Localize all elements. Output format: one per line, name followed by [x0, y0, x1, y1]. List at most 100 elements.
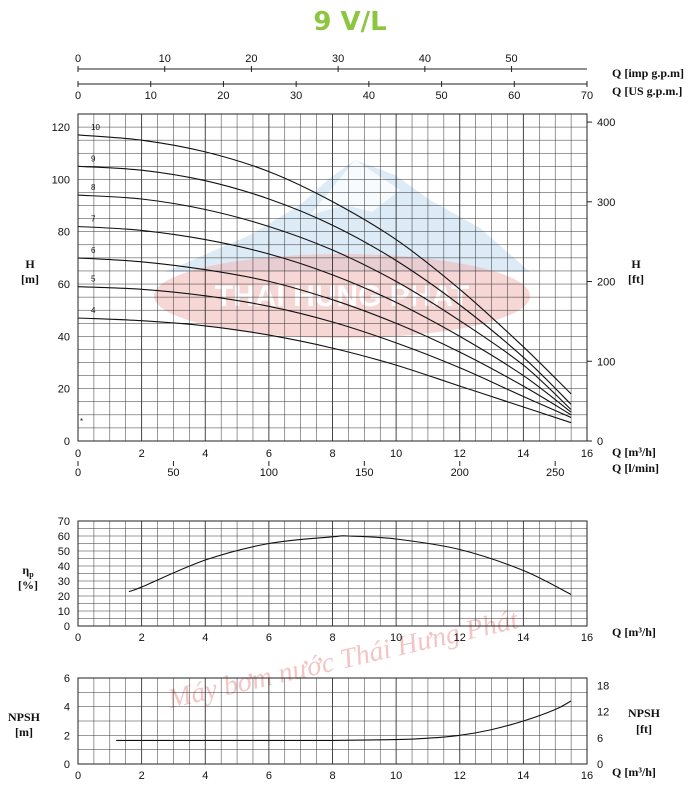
y-tick-ft: 300 — [597, 197, 615, 209]
x-tick-m3h: 8 — [329, 448, 335, 460]
ylabel-npsh-m-unit: [m] — [15, 725, 33, 739]
x-tick-m3h: 0 — [75, 448, 81, 460]
eff-x-tick: 14 — [517, 632, 529, 644]
head-curve-4 — [77, 317, 572, 424]
eff-x-tick: 10 — [390, 632, 402, 644]
x-tick-lmin: 0 — [75, 467, 81, 479]
y-tick-ft: 0 — [597, 436, 603, 448]
x-tick-m3h: 6 — [266, 448, 272, 460]
us-tick-label: 40 — [363, 90, 375, 102]
x-tick-m3h: 12 — [454, 448, 466, 460]
imp-tick-label: 20 — [245, 53, 257, 65]
efficiency-curve — [128, 535, 572, 595]
y-tick-m: 60 — [58, 279, 70, 291]
eff-y-tick: 20 — [58, 591, 70, 603]
efficiency-line — [128, 535, 572, 595]
head-curve-7 — [77, 225, 572, 413]
eff-x-tick: 4 — [202, 632, 208, 644]
xlabel-lmin: Q [l/min] — [612, 461, 659, 475]
npsh-y-tick-m: 6 — [64, 673, 70, 685]
npsh-x-tick: 4 — [202, 770, 208, 782]
us-tick-label: 0 — [75, 90, 81, 102]
head-curve-9 — [77, 165, 572, 405]
npsh-y-tick-m: 0 — [64, 759, 70, 771]
x-tick-m3h: 4 — [202, 448, 208, 460]
eff-y-tick: 0 — [64, 621, 70, 633]
curve-label-10: 10 — [91, 123, 100, 132]
eff-y-tick: 70 — [58, 516, 70, 528]
curve-label-5: 5 — [91, 275, 96, 284]
eff-y-tick: 40 — [58, 561, 70, 573]
us-tick-label: 50 — [435, 90, 447, 102]
head-curve-6 — [77, 257, 572, 416]
x-tick-m3h: 14 — [517, 448, 529, 460]
imp-tick-label: 0 — [75, 53, 81, 65]
ylabel-npsh-ft-unit: [ft] — [636, 722, 652, 736]
curve-label-8: 8 — [91, 183, 96, 192]
efficiency-plot-frame — [77, 520, 588, 627]
ylabel-h-m-unit: [m] — [21, 272, 39, 286]
ylabel-eff-unit: [%] — [18, 578, 38, 592]
npsh-y-tick-ft: 18 — [597, 680, 609, 692]
ylabel-eff-symbol: η — [22, 563, 29, 577]
imp-tick-label: 10 — [159, 53, 171, 65]
npsh-line — [116, 700, 572, 741]
xlabel-us-gpm: Q [US g.p.m.] — [612, 84, 682, 98]
ylabel-eff: ηp — [22, 563, 34, 579]
eff-x-tick: 8 — [329, 632, 335, 644]
watermark-logo-text: THAI HUNG PHAT — [215, 280, 469, 313]
eff-y-tick: 10 — [58, 606, 70, 618]
npsh-y-tick-ft: 0 — [597, 759, 603, 771]
npsh-x-tick: 8 — [329, 770, 335, 782]
npsh-x-tick: 0 — [75, 770, 81, 782]
npsh-x-tick: 14 — [517, 770, 529, 782]
npsh-y-tick-ft: 6 — [597, 733, 603, 745]
eff-x-tick: 12 — [454, 632, 466, 644]
low-marker: * — [80, 417, 83, 426]
watermark-logo: THAI HUNG PHAT — [154, 160, 530, 338]
xlabel-imp-gpm: Q [imp g.p.m] — [612, 66, 684, 80]
us-tick-label: 20 — [217, 90, 229, 102]
us-tick-label: 70 — [581, 90, 593, 102]
npsh-x-tick: 16 — [581, 770, 593, 782]
eff-y-tick: 50 — [58, 546, 70, 558]
npsh-x-tick: 10 — [390, 770, 402, 782]
y-tick-m: 0 — [64, 436, 70, 448]
npsh-x-tick: 6 — [266, 770, 272, 782]
xlabel-eff: Q [m³/h] — [612, 625, 656, 639]
eff-x-tick: 2 — [139, 632, 145, 644]
y-tick-m: 80 — [58, 227, 70, 239]
eff-x-tick: 6 — [266, 632, 272, 644]
y-tick-m: 120 — [52, 122, 70, 134]
npsh-curve — [116, 700, 572, 741]
imp-tick-label: 30 — [332, 53, 344, 65]
ylabel-npsh-m: NPSH — [8, 710, 41, 724]
y-tick-ft: 200 — [597, 277, 615, 289]
us-tick-label: 10 — [145, 90, 157, 102]
npsh-y-tick-m: 2 — [64, 730, 70, 742]
watermark-ellipse — [154, 254, 530, 338]
x-tick-lmin: 100 — [260, 467, 278, 479]
y-tick-m: 20 — [58, 384, 70, 396]
efficiency-chart: 0 10 20 30 40 50 60 70 0 2 4 6 8 10 12 14 16 ηp [%] Q [m… — [18, 516, 656, 644]
x-tick-m3h: 16 — [581, 448, 593, 460]
x-tick-lmin: 200 — [451, 467, 469, 479]
xlabel-m3h: Q [m³/h] — [612, 445, 656, 459]
head-curve-5 — [77, 286, 572, 419]
top-flow-axes: Q [imp g.p.m] Q [US g.p.m.] 0 10 20 30 40 50 0… — [75, 53, 684, 102]
efficiency-grid — [78, 521, 587, 626]
npsh-grid — [78, 678, 587, 764]
ylabel-eff-subscript: p — [29, 570, 34, 579]
x-tick-lmin: 50 — [167, 467, 179, 479]
x-tick-lmin: 250 — [546, 467, 564, 479]
imp-tick-label: 50 — [505, 53, 517, 65]
npsh-plot-frame — [77, 677, 588, 765]
x-tick-m3h: 2 — [139, 448, 145, 460]
efficiency-tick-labels: 0 10 20 30 40 50 60 70 0 2 4 6 8 10 12 14 16 — [58, 516, 593, 644]
ylabel-npsh-ft: NPSH — [628, 706, 661, 720]
ylabel-h-ft: H — [631, 257, 641, 271]
npsh-x-tick: 12 — [454, 770, 466, 782]
head-plot-frame — [77, 113, 588, 442]
eff-x-tick: 16 — [581, 632, 593, 644]
